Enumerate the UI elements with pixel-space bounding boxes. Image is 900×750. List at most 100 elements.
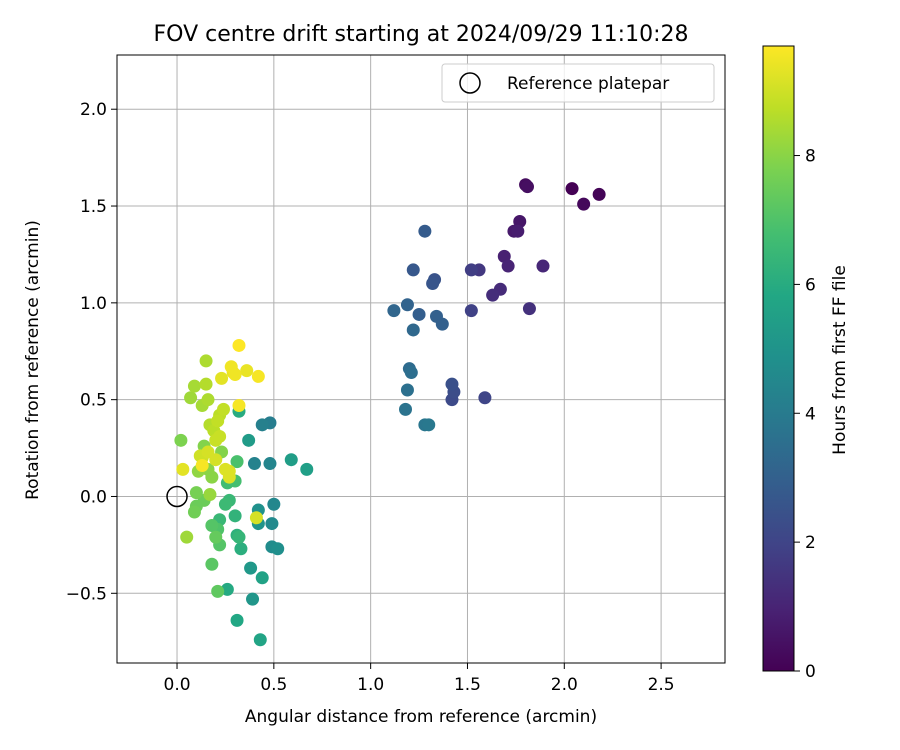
data-point [435,317,449,331]
data-point [220,582,234,596]
data-point [577,197,591,211]
reference-platepar-marker [166,485,188,508]
data-point [209,530,223,544]
legend: Reference platepar [441,63,715,103]
data-point [404,366,418,380]
data-point [230,455,244,469]
data-point [180,530,194,544]
data-point [218,497,232,511]
y-tick-label: 2.0 [80,100,107,120]
data-point [422,418,436,432]
data-point [230,613,244,627]
colorbar-label: Hours from first FF file [830,265,850,455]
data-point [412,307,426,321]
data-point [565,182,579,196]
y-tick-label: 0.5 [80,391,107,411]
data-point [263,457,277,471]
data-point [511,224,525,238]
data-point [184,391,198,405]
data-point [247,457,261,471]
data-point [255,571,269,585]
chart-title: FOV centre drift starting at 2024/09/29 … [154,22,689,47]
colorbar-tick-label: 4 [805,404,816,424]
y-tick-label: 1.0 [80,294,107,314]
data-point [216,402,230,416]
data-point [201,393,215,407]
data-point [174,433,188,447]
colorbar: 0 2 4 6 8 Hours from first FF file [762,45,850,682]
data-point [300,462,314,476]
data-point [406,263,420,277]
data-point [211,414,225,428]
y-tick-label: 0.0 [80,487,107,507]
data-point [399,402,413,416]
x-tick-label: 2.0 [551,675,578,695]
x-tick-label: 1.5 [454,675,481,695]
data-point [187,379,201,393]
colorbar-gradient [762,45,795,672]
data-point [215,371,229,385]
data-point [253,633,267,647]
data-point [478,391,492,405]
y-tick-label: 1.5 [80,197,107,217]
colorbar-tick-label: 2 [805,533,816,553]
data-point [189,486,203,500]
colorbar-tick-label: 0 [805,662,816,682]
data-point [187,505,201,519]
data-point [445,377,459,391]
data-point [271,542,285,556]
x-tick-label: 2.5 [648,675,675,695]
data-point [522,302,536,316]
x-tick-label: 0.5 [260,675,287,695]
data-point [234,542,248,556]
data-point [176,462,190,476]
data-point [426,276,440,290]
colorbar-ticks: 0 2 4 6 8 [794,147,816,682]
data-point [232,398,246,412]
data-point [242,433,256,447]
x-tick-label: 0.0 [164,675,191,695]
data-point [406,323,420,337]
data-points [166,178,606,647]
data-point [199,354,213,368]
data-point [520,180,534,194]
data-point [251,369,265,383]
y-axis-label: Rotation from reference (arcmin) [23,220,43,500]
data-point [265,517,279,531]
axes: 0.0 0.5 1.0 1.5 2.0 2.5 −0.5 0.0 0.5 1.0 1.5 2.0 [66,54,726,695]
data-point [418,224,432,238]
data-point [246,592,260,606]
data-point [255,418,269,432]
data-point [195,458,209,472]
colorbar-tick-label: 8 [805,147,816,167]
data-point [267,497,281,511]
colorbar-tick-label: 6 [805,275,816,295]
data-point [387,304,401,318]
data-point [205,557,219,571]
data-point [513,215,527,229]
data-point [536,259,550,273]
data-point [232,338,246,352]
data-point [244,561,258,575]
data-point [400,298,414,312]
data-point [501,259,515,273]
data-point [205,519,219,533]
data-point [203,488,217,502]
data-point [199,377,213,391]
data-point [284,453,298,467]
data-point [232,530,246,544]
plot-frame [116,54,726,664]
data-point [464,304,478,318]
data-point [249,511,263,525]
x-tick-label: 1.0 [357,675,384,695]
data-point [240,364,254,378]
data-point [211,584,225,598]
data-point [464,263,478,277]
data-point [213,429,227,443]
y-tick-label: −0.5 [66,584,107,604]
data-point [486,288,500,302]
data-point [205,470,219,484]
data-point [228,509,242,523]
legend-marker-reference [459,72,481,94]
